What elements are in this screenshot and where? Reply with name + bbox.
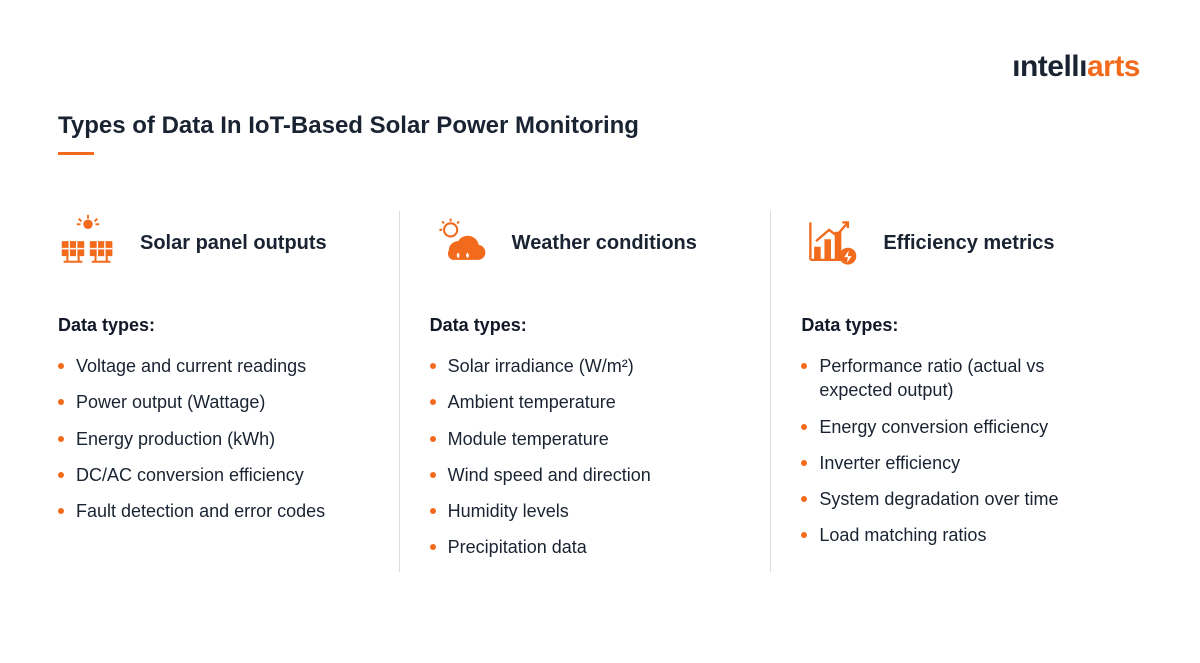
column-title: Solar panel outputs <box>140 230 327 256</box>
list-item: Solar irradiance (W/m²) <box>430 354 741 378</box>
column-header: Solar panel outputs <box>58 211 369 275</box>
efficiency-icon <box>801 213 861 273</box>
list-item: Humidity levels <box>430 499 741 523</box>
list-item: Power output (Wattage) <box>58 390 369 414</box>
list-item: Module temperature <box>430 427 741 451</box>
column-header: Weather conditions <box>430 211 741 275</box>
column-weather: Weather conditions Data types: Solar irr… <box>399 211 771 572</box>
list-item: Precipitation data <box>430 535 741 559</box>
data-types-label: Data types: <box>430 315 741 336</box>
solar-panel-icon <box>58 213 118 273</box>
column-solar-panel: Solar panel outputs Data types: Voltage … <box>58 211 399 572</box>
data-types-list: Performance ratio (actual vs expected ou… <box>801 354 1112 548</box>
data-types-label: Data types: <box>801 315 1112 336</box>
brand-part2: arts <box>1087 50 1140 83</box>
data-types-list: Voltage and current readings Power outpu… <box>58 354 369 523</box>
list-item: Load matching ratios <box>801 523 1112 547</box>
weather-icon <box>430 213 490 273</box>
column-title: Efficiency metrics <box>883 230 1054 256</box>
page-title: Types of Data In IoT-Based Solar Power M… <box>58 112 1142 140</box>
columns-container: Solar panel outputs Data types: Voltage … <box>58 211 1142 572</box>
list-item: Energy production (kWh) <box>58 427 369 451</box>
column-title: Weather conditions <box>512 230 697 256</box>
list-item: Wind speed and direction <box>430 463 741 487</box>
brand-part1: ıntellı <box>1012 50 1087 83</box>
list-item: Voltage and current readings <box>58 354 369 378</box>
column-efficiency: Efficiency metrics Data types: Performan… <box>770 211 1142 572</box>
list-item: Inverter efficiency <box>801 451 1112 475</box>
column-header: Efficiency metrics <box>801 211 1112 275</box>
list-item: Ambient temperature <box>430 390 741 414</box>
brand-logo: ıntellıarts <box>1012 50 1140 84</box>
title-underline <box>58 152 94 155</box>
list-item: DC/AC conversion efficiency <box>58 463 369 487</box>
data-types-label: Data types: <box>58 315 369 336</box>
list-item: Energy conversion efficiency <box>801 415 1112 439</box>
list-item: Performance ratio (actual vs expected ou… <box>801 354 1112 403</box>
data-types-list: Solar irradiance (W/m²) Ambient temperat… <box>430 354 741 560</box>
list-item: Fault detection and error codes <box>58 499 369 523</box>
list-item: System degradation over time <box>801 487 1112 511</box>
